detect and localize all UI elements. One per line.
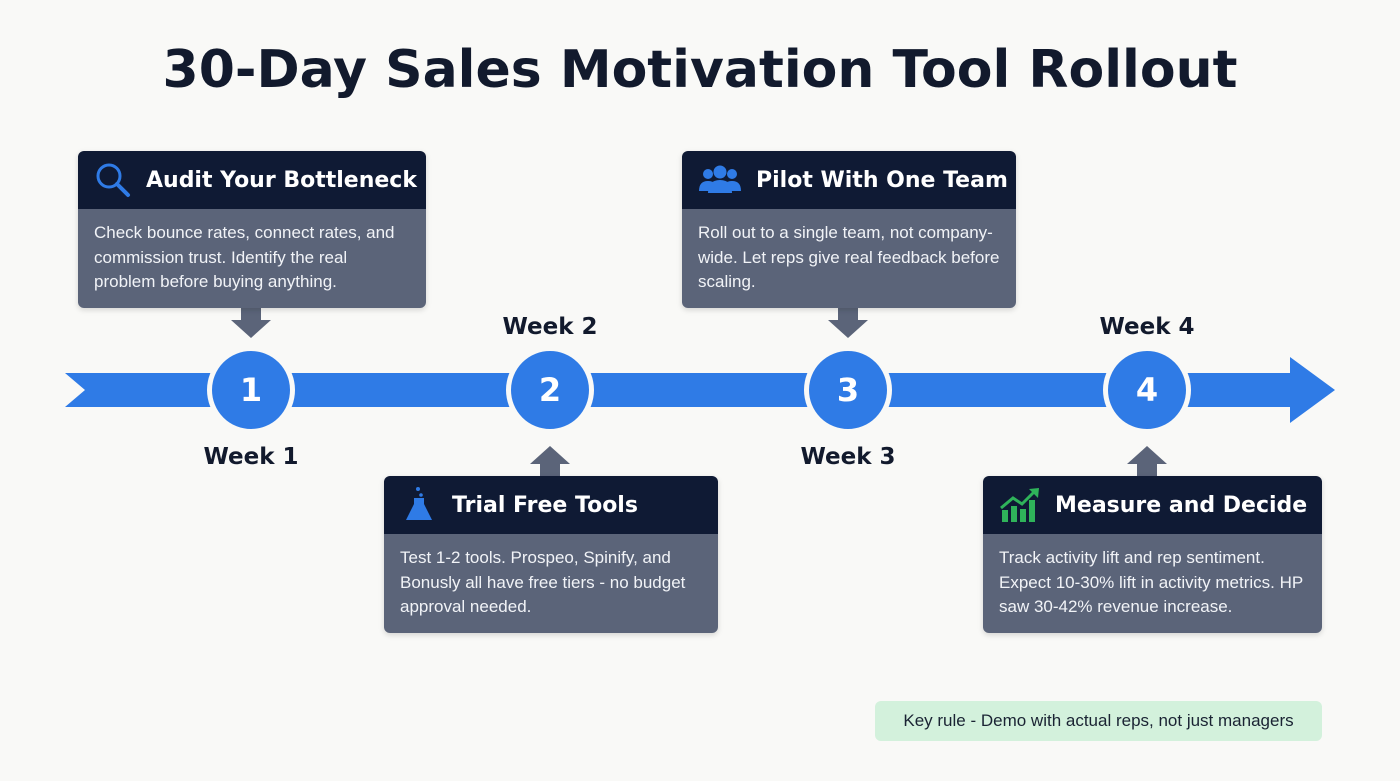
card-title: Pilot With One Team	[756, 167, 1008, 193]
week-label-2: Week 2	[502, 314, 598, 340]
step-card-3: Pilot With One Team Roll out to a single…	[682, 151, 1016, 308]
key-rule-note: Key rule - Demo with actual reps, not ju…	[875, 701, 1322, 741]
timeline-band	[65, 357, 1335, 423]
page-title: 30-Day Sales Motivation Tool Rollout	[162, 40, 1238, 100]
card-body: Roll out to a single team, not company-w…	[682, 209, 1016, 308]
step-marker-1: 1	[207, 346, 295, 434]
magnifier-icon	[94, 161, 132, 199]
card-title: Trial Free Tools	[452, 492, 638, 518]
step-card-1: Audit Your Bottleneck Check bounce rates…	[78, 151, 426, 308]
flask-icon	[400, 486, 438, 524]
week-label-4: Week 4	[1099, 314, 1195, 340]
card-title: Measure and Decide	[1055, 492, 1308, 518]
step-card-4: Measure and Decide Track activity lift a…	[983, 476, 1322, 633]
step-card-2: Trial Free Tools Test 1-2 tools. Prospeo…	[384, 476, 718, 633]
step-marker-2: 2	[506, 346, 594, 434]
connector-4	[1127, 446, 1167, 476]
card-body: Track activity lift and rep sentiment. E…	[983, 534, 1322, 633]
growth-chart-icon	[999, 486, 1041, 524]
card-body: Test 1-2 tools. Prospeo, Spinify, and Bo…	[384, 534, 718, 633]
team-icon	[698, 161, 742, 199]
step-marker-3: 3	[804, 346, 892, 434]
week-label-3: Week 3	[800, 444, 896, 470]
connector-3	[828, 308, 868, 338]
connector-1	[231, 308, 271, 338]
week-label-1: Week 1	[203, 444, 299, 470]
step-marker-4: 4	[1103, 346, 1191, 434]
card-body: Check bounce rates, connect rates, and c…	[78, 209, 426, 308]
connector-2	[530, 446, 570, 476]
card-title: Audit Your Bottleneck	[146, 167, 417, 193]
